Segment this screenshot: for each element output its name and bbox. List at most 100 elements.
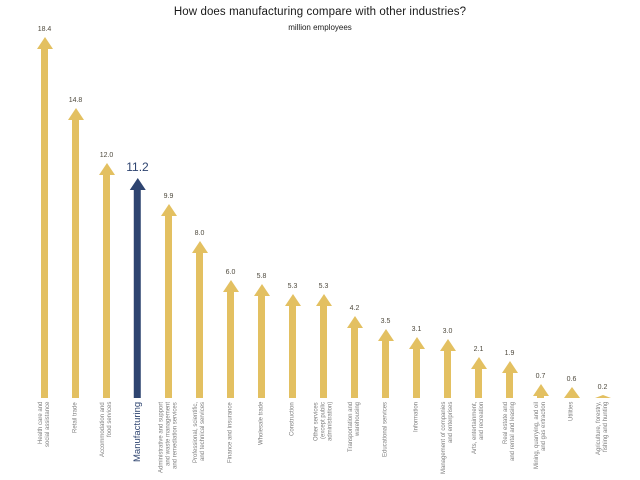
value-label: 18.4 — [37, 26, 52, 34]
value-label: 5.3 — [318, 283, 329, 291]
value-label: 5.8 — [256, 273, 267, 281]
arrow-bar-highlight: 11.2 — [126, 160, 149, 398]
arrow-head — [222, 280, 239, 293]
chart-column: 8.0 Professional, scientific, and technic… — [184, 0, 215, 480]
arrow-bar: 12.0 — [98, 151, 115, 398]
arrow-bar: 9.9 — [160, 192, 177, 398]
value-label: 3.0 — [442, 328, 453, 336]
arrow-head — [160, 203, 177, 216]
category-label: Agriculture, forestry, fishing and hunti… — [595, 402, 609, 456]
arrow-bar: 5.3 — [284, 283, 301, 398]
chart-title: How does manufacturing compare with othe… — [173, 6, 467, 18]
arrow-head — [67, 107, 84, 120]
arrow-bar: 5.8 — [253, 273, 270, 398]
arrow-head — [439, 339, 456, 352]
arrow-bar: 5.3 — [315, 283, 332, 398]
value-label: 2.1 — [473, 345, 484, 353]
chart-column: 9.9 Administrative and support and waste … — [153, 0, 184, 480]
arrow-head — [346, 315, 363, 328]
arrow-head — [563, 387, 580, 398]
arrow-bar: 2.1 — [470, 345, 487, 398]
arrow-bar: 14.8 — [67, 97, 84, 398]
category-label: Information — [413, 402, 419, 433]
arrow-head — [129, 178, 146, 191]
chart-column: 6.0 Finance and insurance — [215, 0, 246, 480]
arrow-bar: 3.0 — [439, 328, 456, 398]
arrow-bar: 4.2 — [346, 305, 363, 398]
value-label: 9.9 — [163, 192, 174, 200]
arrow-shaft — [165, 215, 172, 398]
category-label: Other services (except public administra… — [313, 402, 333, 442]
category-label: Utilities — [568, 402, 574, 422]
category-label: Management of companies and enterprises — [440, 402, 454, 475]
value-label: 0.6 — [566, 376, 577, 383]
chart-column: 11.2 Manufacturing — [122, 0, 153, 480]
arrow-head — [501, 360, 518, 373]
category-label: Educational services — [382, 402, 388, 458]
category-label: Professional, scientific, and technical … — [192, 402, 206, 464]
arrow-head — [377, 329, 394, 342]
arrow-shaft — [103, 174, 110, 398]
value-label: 3.5 — [380, 318, 391, 326]
arrow-head — [36, 37, 53, 50]
chart-column: 0.2 Agriculture, forestry, fishing and hu… — [587, 0, 618, 480]
arrow-bar: 3.1 — [408, 326, 425, 398]
value-label: 1.9 — [504, 349, 515, 357]
arrow-bar: 1.9 — [501, 349, 518, 398]
chart-column: 4.2 Transportation and warehousing — [339, 0, 370, 480]
arrow-head — [191, 241, 208, 254]
chart-column: 12.0 Accommodation and food services — [91, 0, 122, 480]
arrow-bar: 18.4 — [36, 26, 53, 398]
arrow-shaft — [413, 349, 420, 398]
value-label: 6.0 — [225, 269, 236, 277]
chart-column: 14.8 Retail trade — [60, 0, 91, 480]
arrow-bar: 3.5 — [377, 318, 394, 398]
arrow-bar: 6.0 — [222, 269, 239, 398]
chart-column: 5.3 Construction — [277, 0, 308, 480]
value-label: 3.1 — [411, 326, 422, 334]
value-label: 8.0 — [194, 230, 205, 238]
chart-column: 3.5 Educational services — [370, 0, 401, 480]
arrow-head — [315, 294, 332, 307]
arrow-bar: 0.2 — [594, 384, 611, 398]
arrow-shaft — [196, 253, 203, 398]
category-label: Manufacturing — [131, 402, 143, 463]
category-label: Construction — [289, 402, 295, 436]
chart-column: 2.1 Arts, entertainment, and recreation — [463, 0, 494, 480]
arrow-shaft — [506, 372, 513, 398]
arrow-head — [408, 337, 425, 350]
chart-column: 5.3 Other services (except public adminis… — [308, 0, 339, 480]
value-label: 0.2 — [597, 384, 608, 391]
value-label: 5.3 — [287, 283, 298, 291]
chart-subtitle: million employees — [288, 23, 352, 32]
chart-column: 1.9 Real estate and and rental and leasin… — [494, 0, 525, 480]
category-label: Accommodation and food services — [99, 402, 113, 457]
value-label: 0.7 — [535, 373, 546, 381]
value-label: 11.2 — [126, 160, 149, 175]
chart-column: 0.6 Utilities — [556, 0, 587, 480]
chart-column: 0.7 Mining, quarrying, and oil and gas ex… — [525, 0, 556, 480]
arrow-head — [470, 356, 487, 369]
category-label: Finance and insurance — [227, 402, 233, 463]
arrow-head — [284, 294, 301, 307]
arrow-shaft — [382, 341, 389, 398]
arrow-head — [594, 395, 611, 398]
arrow-shaft — [444, 351, 451, 398]
category-label: Arts, entertainment, and recreation — [471, 402, 485, 455]
arrow-head — [253, 284, 270, 297]
arrow-bar: 0.7 — [532, 373, 549, 398]
plot-area: 18.4 Health care and social assistance 14.… — [29, 0, 618, 480]
category-label: Health care and social assistance — [37, 402, 51, 448]
chart-column: 3.0 Management of companies and enterpris… — [432, 0, 463, 480]
arrow-shaft — [320, 306, 327, 398]
arrow-shaft — [351, 327, 358, 398]
category-label: Administrative and support and waste man… — [158, 402, 178, 474]
arrow-head — [98, 162, 115, 175]
chart-column: 3.1 Information — [401, 0, 432, 480]
arrow-bar: 8.0 — [191, 230, 208, 398]
value-label: 12.0 — [99, 151, 114, 159]
arrow-shaft — [134, 190, 141, 398]
arrow-shaft — [475, 368, 482, 398]
arrow-shaft — [289, 306, 296, 398]
